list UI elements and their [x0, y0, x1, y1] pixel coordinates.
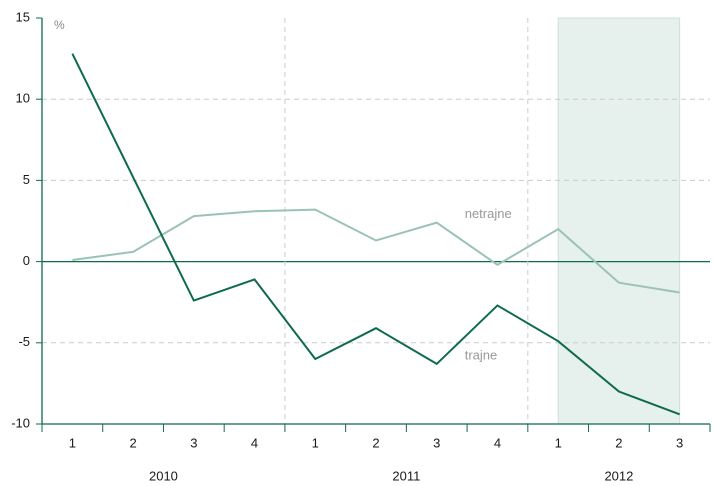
x-tick-label: 2: [129, 435, 136, 450]
year-label: 2010: [149, 468, 178, 483]
x-tick-label: 2: [372, 435, 379, 450]
x-tick-label: 1: [312, 435, 319, 450]
x-tick-label: 1: [69, 435, 76, 450]
y-tick-label: 0: [23, 253, 30, 268]
year-label: 2011: [392, 468, 420, 483]
series-line: [72, 208, 680, 294]
shaded-region: [557, 17, 681, 425]
y-tick-label: -5: [18, 334, 30, 349]
series-label: netrajne: [465, 206, 512, 221]
x-tick-label: 4: [251, 435, 258, 450]
y-tick-label: 5: [23, 172, 30, 187]
x-tick-label: 4: [494, 435, 501, 450]
series-line: [71, 53, 680, 416]
y-unit: %: [54, 18, 65, 32]
year-label: 2012: [604, 468, 633, 483]
x-tick-label: 3: [190, 435, 197, 450]
y-tick-label: 15: [16, 9, 30, 24]
series-label: trajne: [465, 347, 498, 362]
x-tick-label: 1: [555, 435, 562, 450]
x-tick-label: 3: [433, 435, 440, 450]
y-tick-label: 10: [16, 91, 30, 106]
x-tick-label: 2: [615, 435, 622, 450]
y-tick-label: -10: [11, 415, 30, 430]
x-tick-label: 3: [676, 435, 683, 450]
